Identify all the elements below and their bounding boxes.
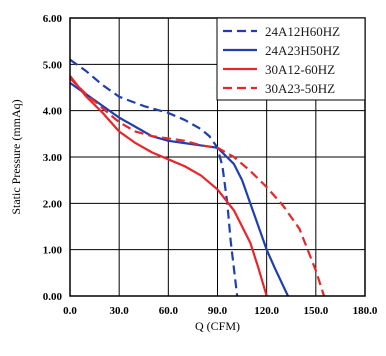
legend-label: 24A12H60HZ: [265, 24, 340, 39]
x-tick-label: 90.0: [208, 305, 228, 317]
x-tick-label: 0.0: [63, 305, 77, 317]
x-tick-label: 180.0: [353, 305, 378, 317]
x-tick-label: 30.0: [110, 305, 130, 317]
series-line-30a12-60hz: [69, 75, 268, 297]
y-tick-label: 6.00: [43, 13, 63, 25]
legend-label: 30A12-60HZ: [265, 62, 335, 77]
x-axis-label: Q (CFM): [195, 319, 240, 333]
series-layer: [69, 58, 326, 297]
legend: 24A12H60HZ 24A23H50HZ 30A12-60HZ 30A23-50HZ: [216, 17, 366, 101]
x-tick-label: 150.0: [303, 305, 328, 317]
y-tick-label: 1.00: [43, 245, 63, 257]
series-line-24a12h60hz: [69, 58, 239, 297]
y-tick-label: 4.00: [43, 106, 63, 118]
y-tick-label: 5.00: [43, 59, 63, 71]
y-tick-label: 0.00: [43, 291, 63, 303]
x-tick-label: 60.0: [159, 305, 179, 317]
y-tick-label: 3.00: [43, 152, 63, 164]
series-line-24a23h50hz: [69, 81, 289, 297]
legend-label: 24A23H50HZ: [265, 43, 340, 58]
tick-labels: 0.0 30.0 60.0 90.0 120.0 150.0 180.0 0.00 1.00 2.…: [43, 13, 378, 317]
legend-label: 30A23-50HZ: [265, 81, 335, 96]
x-tick-label: 120.0: [254, 305, 279, 317]
y-axis-label: Static Pressure (mmAq): [9, 99, 23, 214]
y-tick-label: 2.00: [43, 198, 63, 210]
series-line-30a23-50hz: [69, 77, 326, 297]
